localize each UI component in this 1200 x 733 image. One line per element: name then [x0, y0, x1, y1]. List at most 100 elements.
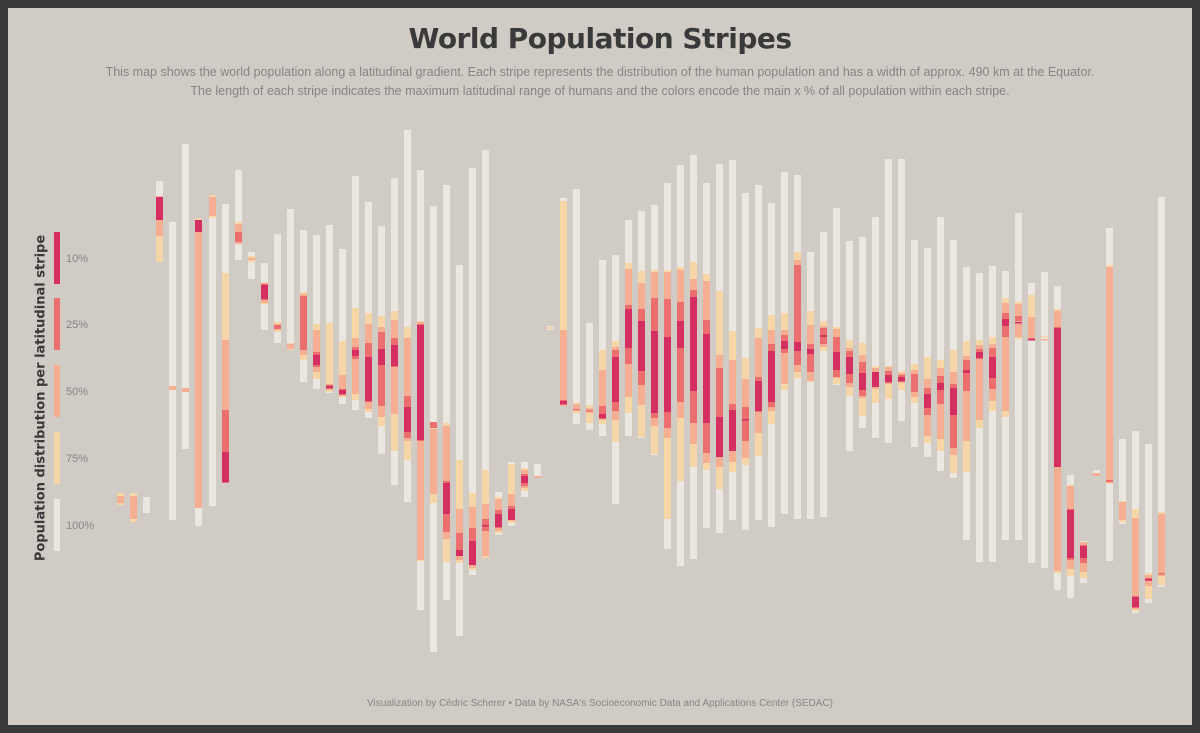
- stripe-65-band-4: [950, 384, 957, 448]
- stripe-37-band-1: [586, 323, 593, 430]
- stripe-19-band-5: [352, 350, 359, 356]
- stripe-27-band-5: [456, 550, 463, 556]
- stripe-7-band-5: [195, 220, 202, 232]
- stripe-59-band-5: [872, 372, 879, 387]
- legend-label-1: 10%: [66, 253, 88, 265]
- chart-title: World Population Stripes: [408, 22, 792, 55]
- stripe-57-band-5: [846, 357, 853, 374]
- stripe-45-band-5: [690, 297, 697, 391]
- stripe-60-band-5: [885, 375, 892, 382]
- stripe-16-band-1: [313, 235, 320, 389]
- stripe-49-band-5: [742, 419, 749, 421]
- stripe-15-band-4: [300, 296, 307, 350]
- stripe-36-band-3: [573, 404, 580, 410]
- stripe-26-band-1: [443, 185, 450, 600]
- stripe-38-band-4: [599, 406, 606, 419]
- stripe-59-band-1: [872, 217, 879, 438]
- stripe-2-band-3: [130, 496, 137, 519]
- stripe-25-band-3: [430, 429, 437, 494]
- stripe-79-band-3: [1132, 518, 1139, 609]
- stripe-35-band-3: [560, 330, 567, 406]
- stripe-8-band-1: [209, 195, 216, 506]
- stripe-21-band-4: [378, 332, 385, 406]
- stripe-55-band-5: [820, 335, 827, 337]
- stripe-71-band-5: [1028, 339, 1035, 341]
- stripe-4-band-5: [156, 197, 163, 220]
- stripe-23-band-1: [404, 130, 411, 502]
- stripe-31-band-2: [508, 464, 515, 523]
- stripe-71-band-3: [1028, 317, 1035, 338]
- stripe-6-band-1: [182, 144, 189, 449]
- stripe-3-band-1: [143, 497, 150, 513]
- stripe-23-band-3: [404, 338, 411, 441]
- stripe-19-band-3: [352, 338, 359, 394]
- stripe-62-band-4: [911, 374, 918, 392]
- stripe-68-band-5: [989, 357, 996, 378]
- stripe-60-band-1: [885, 159, 892, 443]
- stripe-35-band-2: [560, 201, 567, 406]
- stripe-74-band-5: [1067, 510, 1074, 558]
- stripe-37-band-4: [586, 410, 593, 412]
- stripe-17-band-5: [326, 386, 333, 388]
- stripe-42-band-5: [651, 331, 658, 413]
- stripe-28-band-5: [469, 541, 476, 565]
- stripe-71-band-4: [1028, 338, 1035, 340]
- stripe-47-band-4: [716, 368, 723, 456]
- legend-swatch-1: [54, 232, 60, 284]
- stripe-70-band-1: [1015, 213, 1022, 540]
- stripe-44-band-5: [677, 321, 684, 348]
- stripe-18-band-5: [339, 390, 346, 394]
- stripe-24-band-5: [417, 325, 424, 440]
- stripe-38-band-3: [599, 370, 606, 420]
- stripe-78-band-1: [1119, 439, 1126, 524]
- stripe-46-band-5: [703, 334, 710, 423]
- stripe-37-band-2: [586, 405, 593, 423]
- stripe-58-band-1: [859, 237, 866, 428]
- stripe-38-band-5: [599, 414, 606, 418]
- stripe-77-band-3: [1106, 267, 1113, 483]
- stripe-76-band-3: [1093, 473, 1100, 476]
- legend-label-4: 75%: [66, 453, 88, 465]
- stripe-64-band-5: [937, 383, 944, 390]
- stripe-64-band-1: [937, 217, 944, 471]
- stripe-9-band-4: [222, 410, 229, 483]
- stripe-65-band-5: [950, 388, 957, 415]
- stripe-21-band-5: [378, 349, 385, 365]
- legend-swatch-2: [54, 298, 60, 350]
- stripe-9-band-5: [222, 452, 229, 482]
- stripe-16-band-5: [313, 355, 320, 365]
- stripe-10-band-1: [235, 170, 242, 260]
- stripe-44-band-4: [677, 302, 684, 402]
- stripe-7-band-3: [195, 220, 202, 508]
- stripe-6-band-3: [182, 388, 189, 392]
- stripe-14-band-1: [287, 209, 294, 350]
- stripe-63-band-1: [924, 248, 931, 457]
- stripe-5-band-3: [169, 386, 176, 390]
- stripe-69-band-3: [1002, 303, 1009, 411]
- stripe-8-band-3: [209, 197, 216, 216]
- stripe-17-band-2: [326, 323, 333, 392]
- stripe-66-band-5: [963, 370, 970, 373]
- stripe-39-band-5: [612, 357, 619, 402]
- stripe-36-band-1: [573, 189, 580, 424]
- stripe-29-band-5: [482, 525, 489, 527]
- stripe-27-band-4: [456, 533, 463, 556]
- stripe-16-band-3: [313, 330, 320, 372]
- stripe-73-band-5: [1054, 328, 1061, 467]
- stripe-55-band-1: [820, 232, 827, 517]
- stripe-54-band-1: [807, 252, 814, 519]
- chart-subtitle-line-1: This map shows the world population alon…: [105, 65, 1095, 79]
- stripe-63-band-5: [924, 394, 931, 408]
- stripe-51-band-5: [768, 351, 775, 402]
- stripe-30-band-5: [495, 514, 502, 527]
- legend-label-5: 100%: [66, 520, 94, 532]
- stripe-29-band-1: [482, 150, 489, 557]
- stripe-66-band-4: [963, 360, 970, 391]
- stripe-36-band-4: [573, 409, 580, 411]
- legend-swatch-3: [54, 365, 60, 417]
- stripe-58-band-5: [859, 373, 866, 390]
- stripe-20-band-5: [365, 357, 372, 401]
- stripe-23-band-5: [404, 407, 411, 432]
- stripe-1-band-3: [117, 496, 124, 503]
- stripe-68-band-1: [989, 266, 996, 562]
